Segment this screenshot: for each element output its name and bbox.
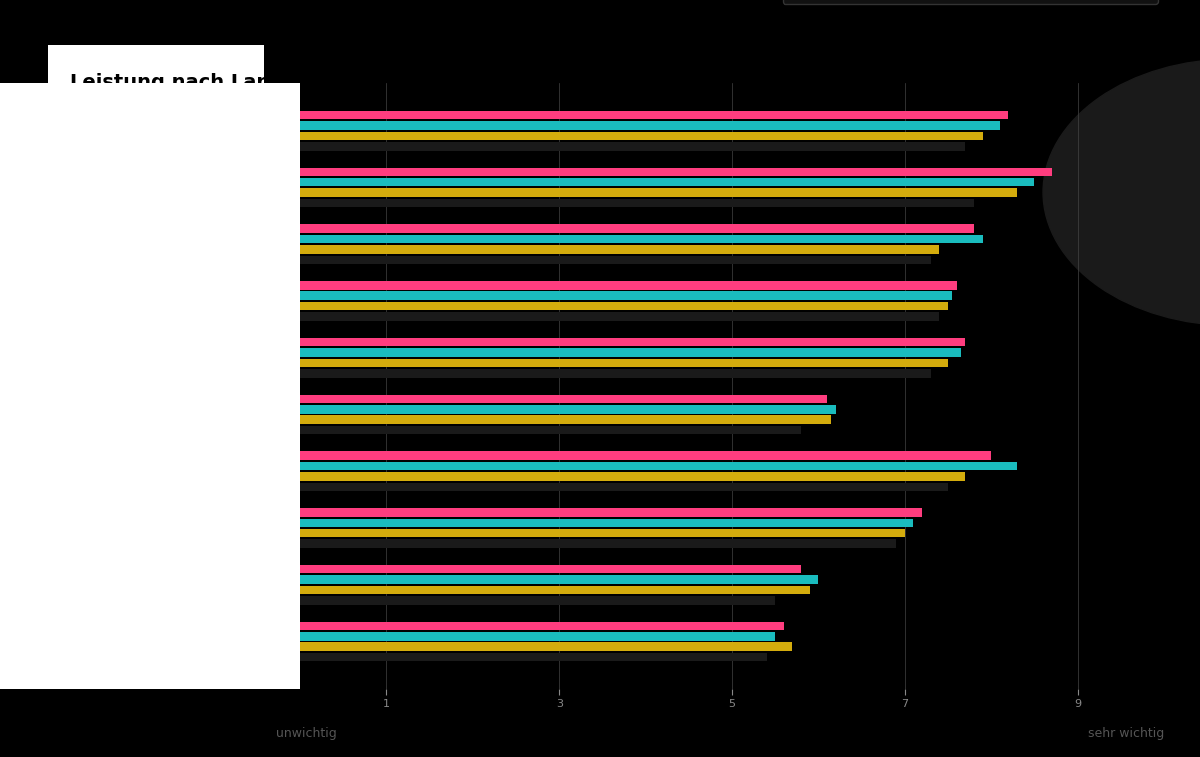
Text: sehr wichtig: sehr wichtig	[1087, 727, 1164, 740]
Bar	[300, 281, 956, 290]
Bar	[300, 313, 940, 321]
Bar	[300, 643, 792, 651]
Bar	[300, 142, 965, 151]
Bar	[300, 167, 1051, 176]
Bar	[300, 224, 974, 233]
Bar	[300, 302, 948, 310]
Circle shape	[1043, 59, 1200, 326]
Bar	[300, 199, 974, 207]
Bar	[300, 539, 896, 548]
Bar	[300, 394, 827, 403]
Bar	[300, 508, 922, 516]
Bar	[300, 245, 940, 254]
Text: Leistung nach Land: Leistung nach Land	[70, 73, 283, 92]
Bar	[300, 425, 802, 435]
Bar	[300, 586, 810, 594]
Bar	[300, 291, 953, 300]
Bar	[300, 653, 767, 662]
Bar	[300, 632, 775, 640]
Bar	[300, 519, 913, 527]
Bar	[300, 256, 931, 264]
Bar	[300, 111, 1008, 120]
Bar	[300, 416, 832, 424]
Bar	[300, 348, 961, 357]
Bar	[300, 529, 905, 537]
Bar	[300, 621, 784, 630]
Bar	[300, 462, 1018, 470]
Bar	[300, 451, 991, 459]
Bar	[300, 472, 965, 481]
Bar	[300, 369, 931, 378]
Bar	[300, 121, 1000, 129]
Bar	[300, 565, 802, 573]
Bar	[300, 596, 775, 605]
Bar	[300, 482, 948, 491]
Bar	[300, 405, 835, 413]
Bar	[300, 178, 1034, 186]
Bar	[300, 132, 983, 140]
Bar	[300, 235, 983, 243]
Text: unwichtig: unwichtig	[276, 727, 336, 740]
Legend: DEUTSCHLAND, FRANKREICH, GB, USA: DEUTSCHLAND, FRANKREICH, GB, USA	[782, 0, 1158, 4]
Bar	[300, 188, 1018, 197]
Bar	[300, 338, 965, 347]
Bar	[300, 575, 818, 584]
Bar	[300, 359, 948, 367]
